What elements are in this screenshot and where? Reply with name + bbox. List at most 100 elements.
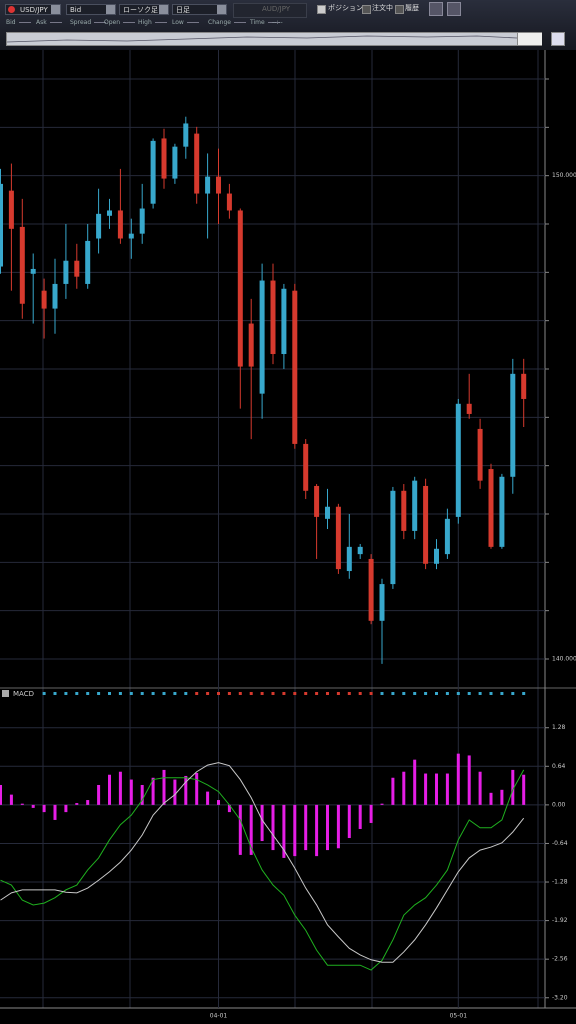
signal-dot — [478, 692, 482, 695]
checkbox[interactable] — [362, 5, 371, 14]
candle-body — [161, 138, 167, 179]
symbol-select[interactable]: USD/JPY — [5, 4, 61, 15]
signal-dot — [358, 692, 362, 695]
candle-body — [183, 123, 189, 147]
candle-body — [335, 506, 341, 570]
histogram-bar — [445, 773, 449, 805]
quote-field: Spread — [70, 19, 106, 26]
candle-body — [205, 176, 211, 194]
candle-body — [444, 518, 450, 555]
histogram-bar — [522, 774, 526, 805]
candle-body — [281, 288, 287, 355]
checkbox[interactable] — [395, 5, 404, 14]
button[interactable] — [447, 2, 461, 16]
histogram-bar — [402, 771, 406, 805]
candle-body — [139, 208, 145, 234]
navigator-button[interactable] — [551, 32, 565, 46]
histogram-bar — [86, 800, 90, 805]
signal-dot — [282, 692, 286, 695]
signal-dot — [75, 692, 79, 695]
histogram-bar — [227, 804, 231, 813]
candle-body — [357, 546, 363, 555]
candle-body — [19, 226, 25, 304]
histogram-bar — [162, 769, 166, 805]
signal-dot — [195, 692, 199, 695]
candle-body — [292, 290, 298, 444]
candle-body — [401, 490, 407, 531]
histogram-bar — [249, 804, 253, 855]
candle-body — [30, 268, 36, 274]
candle-body — [325, 506, 330, 519]
histogram-bar — [358, 804, 362, 829]
histogram-bar — [456, 753, 460, 805]
histogram-bar — [195, 772, 199, 805]
histogram-bar — [424, 773, 428, 805]
candle-body — [521, 373, 527, 399]
histogram-bar — [260, 804, 264, 842]
signal-dot — [227, 692, 231, 695]
histogram-bar — [129, 779, 133, 805]
candle-body — [74, 260, 80, 277]
y-tick-label: 140.000 — [552, 656, 576, 663]
histogram-bar — [511, 769, 515, 805]
candle-body — [63, 260, 69, 284]
signal-dot — [467, 692, 471, 695]
histogram-bar — [500, 789, 504, 805]
grid — [0, 50, 545, 1008]
compare-box[interactable] — [233, 3, 307, 18]
histogram-bar — [97, 784, 101, 805]
candle-body — [128, 233, 134, 239]
histogram-bar — [347, 804, 351, 839]
signal-dot — [336, 692, 340, 695]
chart-type-select[interactable]: ローソク足 — [119, 4, 169, 15]
price-select[interactable]: Bid — [66, 4, 116, 15]
candle-body — [368, 558, 374, 621]
histogram-bar — [282, 804, 286, 858]
signal-dot — [369, 692, 373, 695]
toggle-label: ポジション — [328, 4, 363, 12]
histogram-bar — [380, 803, 384, 805]
close-button[interactable] — [2, 690, 9, 697]
price-type: Bid — [70, 6, 82, 14]
checkbox[interactable] — [317, 5, 326, 14]
signal-dot — [500, 692, 504, 695]
candle-body — [379, 584, 385, 621]
signal-dot — [304, 692, 308, 695]
y-tick-label: -0.64 — [552, 840, 568, 847]
signal-dot — [293, 692, 297, 695]
signal-dot — [118, 692, 122, 695]
candle-body — [477, 428, 483, 481]
period-select[interactable]: 日足 — [172, 4, 227, 15]
signal-dot — [53, 692, 57, 695]
quote-field: Change — [208, 19, 246, 26]
histogram-bar — [304, 804, 308, 851]
histogram-bar — [31, 804, 35, 808]
signal-dot — [391, 692, 395, 695]
candle-body — [499, 476, 505, 547]
histogram-bar — [64, 804, 68, 813]
histogram-bar — [435, 773, 438, 805]
histogram-bar — [238, 804, 242, 855]
candle-body — [117, 210, 123, 239]
histogram-bar — [217, 800, 220, 805]
histogram-bar — [108, 774, 111, 805]
y-tick-label: -3.20 — [552, 994, 568, 1001]
navigator-handle[interactable] — [517, 33, 542, 45]
button[interactable] — [429, 2, 443, 16]
navigator[interactable] — [6, 32, 542, 46]
signal-dot — [238, 692, 242, 695]
candle-body — [85, 240, 91, 284]
candle-body — [270, 280, 276, 355]
signal-dot — [260, 692, 264, 695]
signal-dot — [489, 692, 493, 695]
histogram-bar — [489, 792, 493, 805]
histogram-bar — [206, 791, 210, 805]
candle-body — [434, 548, 439, 564]
signal-dot — [413, 692, 417, 695]
candle-body — [259, 280, 265, 394]
histogram-bar — [315, 804, 319, 857]
signal-dot — [184, 692, 188, 695]
macd-line — [0, 769, 525, 971]
signal-dot — [64, 692, 68, 695]
